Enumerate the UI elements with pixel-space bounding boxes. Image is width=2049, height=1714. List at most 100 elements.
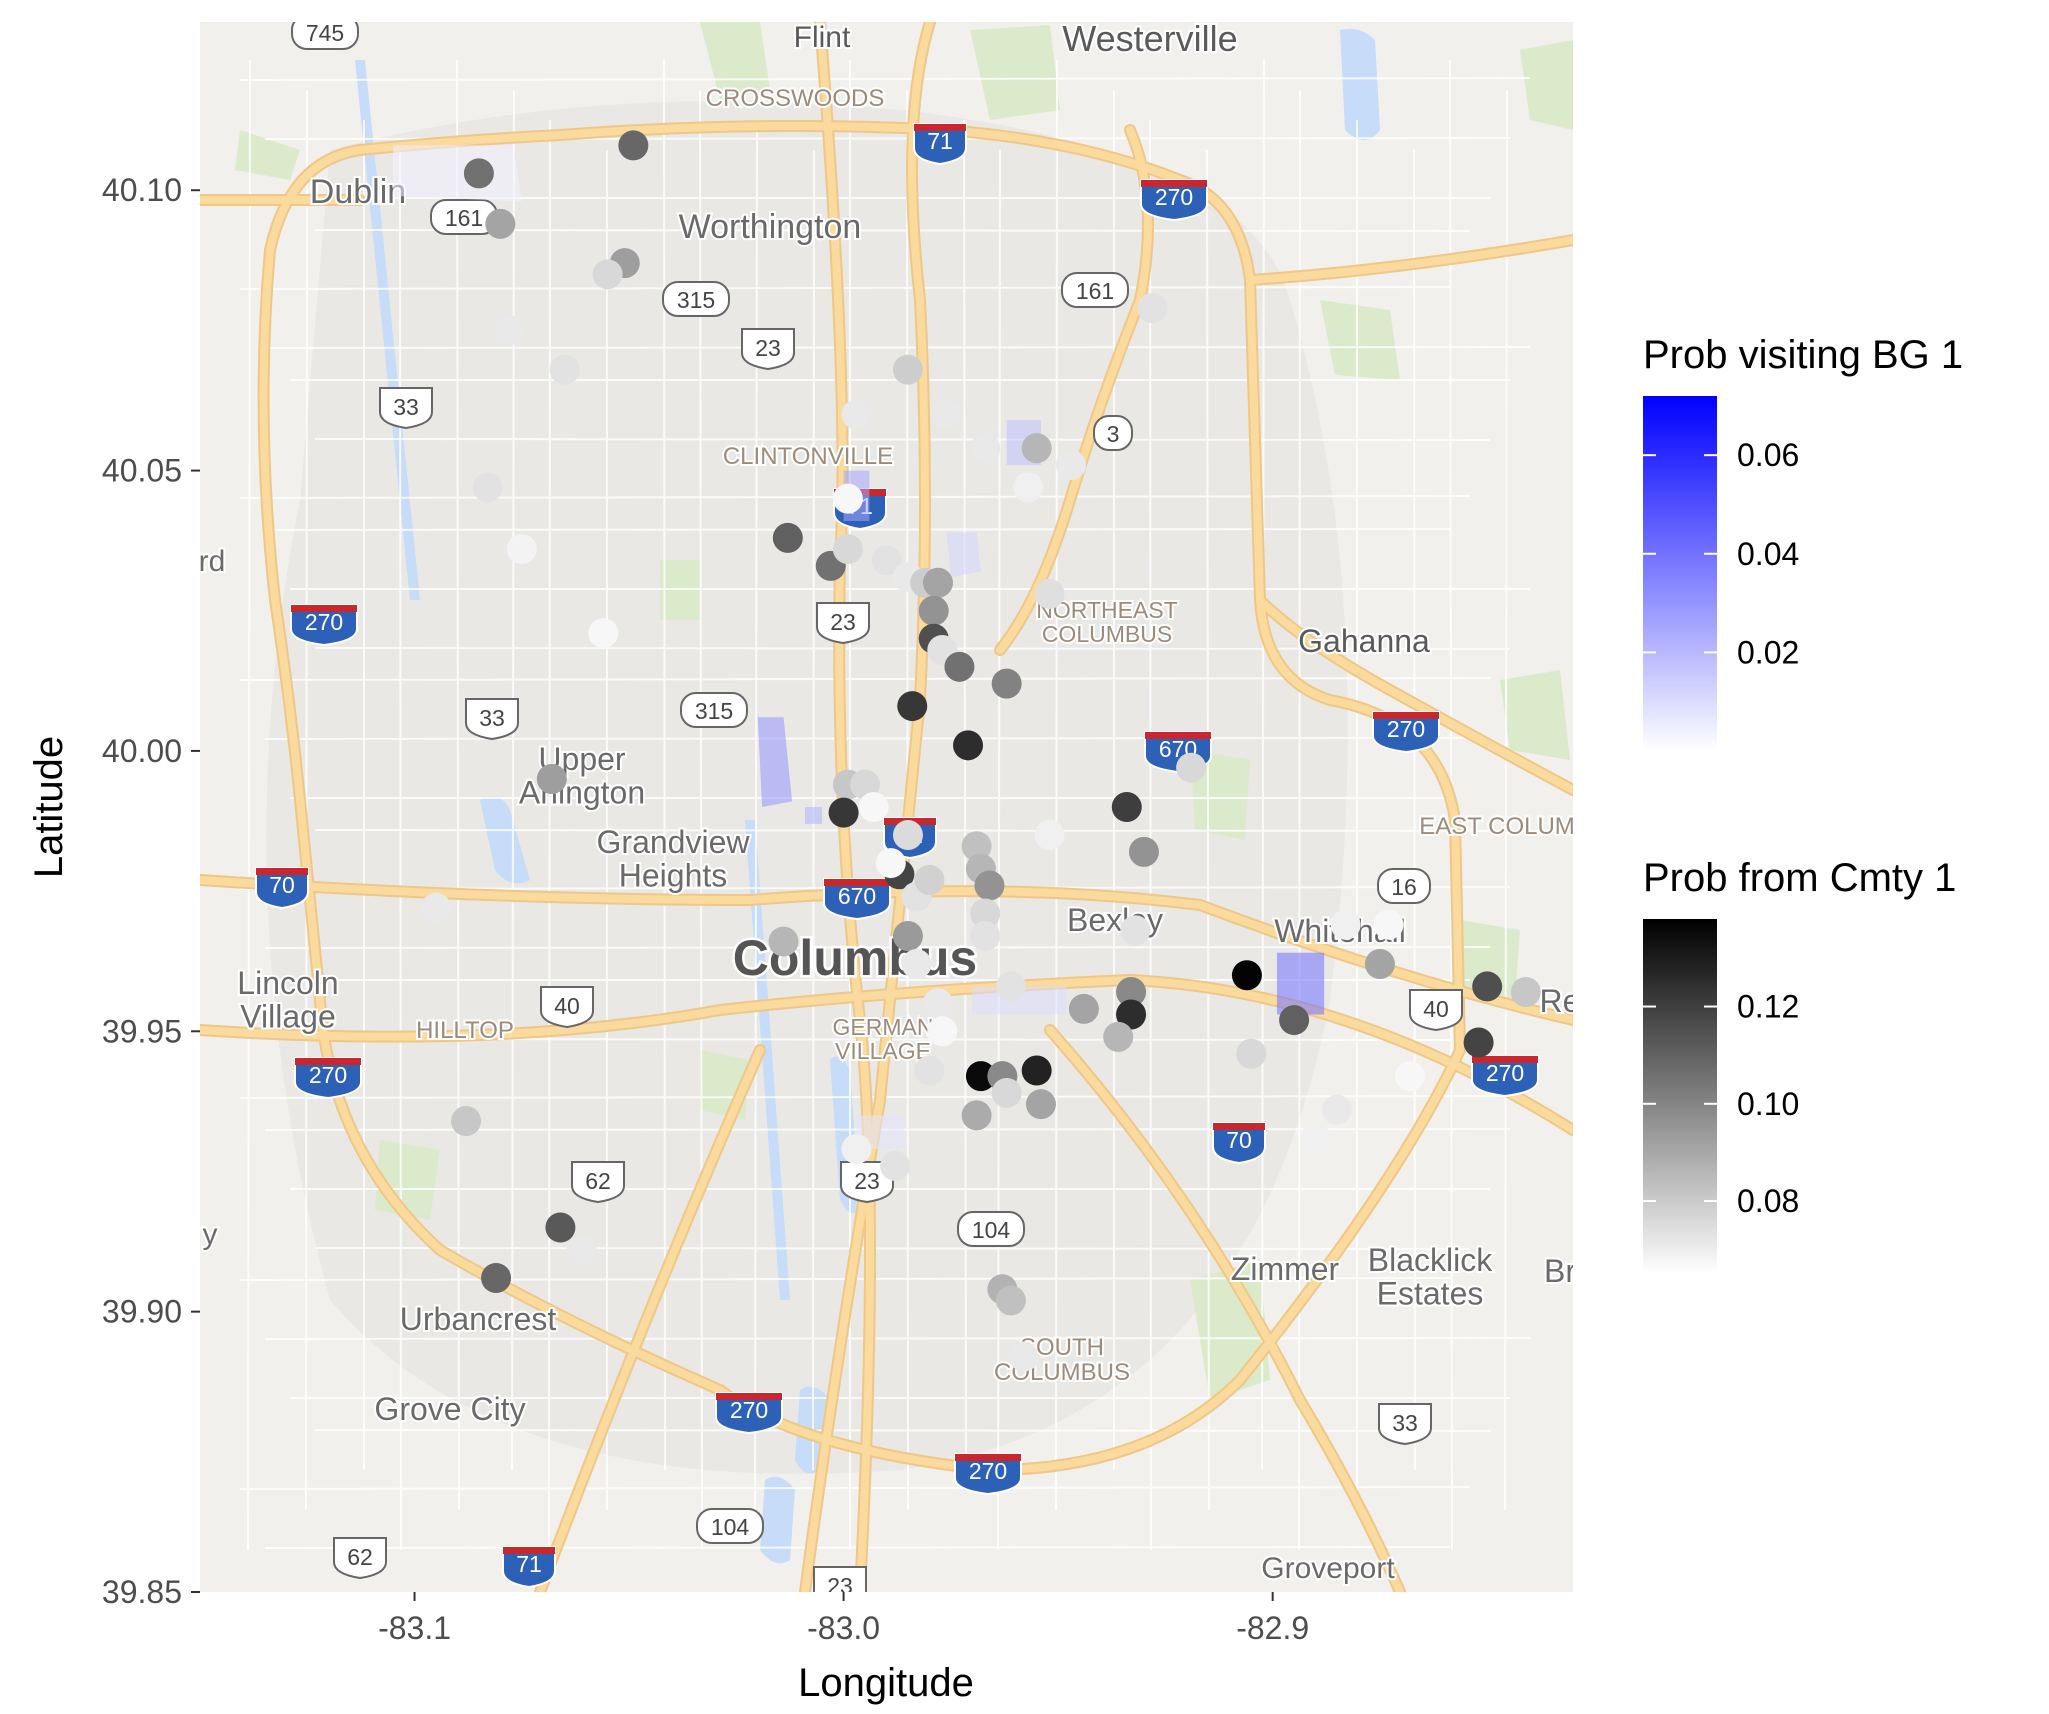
data-point[interactable]	[1068, 993, 1099, 1024]
block-group-bg-near-dublin[interactable]	[393, 145, 522, 202]
data-point[interactable]	[493, 315, 524, 346]
data-point[interactable]	[549, 354, 580, 385]
data-point[interactable]	[970, 433, 1001, 464]
data-point[interactable]	[832, 534, 863, 565]
block-group-bg-west-olentangy-small[interactable]	[804, 807, 823, 824]
data-point[interactable]	[1021, 1055, 1052, 1086]
data-point[interactable]	[506, 534, 537, 565]
data-point[interactable]	[1322, 1094, 1353, 1125]
data-point[interactable]	[1008, 1341, 1039, 1372]
data-point[interactable]	[995, 1285, 1026, 1316]
data-point[interactable]	[892, 820, 923, 851]
data-point[interactable]	[927, 1016, 958, 1047]
map-panel[interactable]: Flint Westerville CROSSWOODS Dublin Worthing…	[199, 15, 1581, 1607]
data-point[interactable]	[1013, 472, 1044, 503]
data-point[interactable]	[1510, 977, 1541, 1008]
block-group-bg-whitehall[interactable]	[1276, 952, 1325, 1015]
data-point[interactable]	[970, 920, 1001, 951]
data-point[interactable]	[592, 259, 623, 290]
us-route-shield-icon	[465, 698, 519, 741]
data-point[interactable]	[914, 1055, 945, 1086]
data-point[interactable]	[1137, 292, 1168, 323]
data-point[interactable]	[961, 1100, 992, 1131]
data-point[interactable]	[536, 763, 567, 794]
data-point[interactable]	[961, 831, 992, 862]
data-point[interactable]	[463, 158, 494, 189]
data-point[interactable]	[880, 1150, 911, 1181]
data-point[interactable]	[1330, 909, 1361, 940]
data-point[interactable]	[892, 920, 923, 951]
data-point[interactable]	[875, 848, 906, 879]
block-group-bg-downtown-east[interactable]	[972, 986, 1067, 1015]
data-point[interactable]	[1373, 909, 1404, 940]
data-point[interactable]	[1116, 999, 1147, 1030]
route-shield-r270e: 270	[1372, 711, 1440, 754]
data-point[interactable]	[1176, 752, 1207, 783]
route-shield-r161a: 161	[430, 199, 498, 235]
data-point[interactable]	[991, 668, 1022, 699]
data-point[interactable]	[1300, 1122, 1331, 1153]
data-point[interactable]	[974, 870, 1005, 901]
data-point[interactable]	[995, 971, 1026, 1002]
data-point[interactable]	[922, 988, 953, 1019]
place-labels: Flint Westerville CROSSWOODS Dublin Worthing…	[200, 21, 1573, 1587]
data-point[interactable]	[944, 651, 975, 682]
block-group-bg-north[interactable]	[946, 532, 981, 578]
data-point[interactable]	[897, 691, 928, 722]
data-point[interactable]	[545, 1212, 576, 1243]
data-point[interactable]	[914, 864, 945, 895]
data-point[interactable]	[841, 399, 872, 430]
data-point[interactable]	[451, 1106, 482, 1136]
data-point[interactable]	[588, 618, 619, 649]
route-shield-r33c: 33	[1378, 1403, 1432, 1446]
data-point[interactable]	[953, 730, 984, 761]
data-point[interactable]	[965, 1061, 996, 1092]
data-point[interactable]	[828, 797, 859, 828]
place-label-line: Dublin	[310, 173, 406, 211]
data-point[interactable]	[420, 892, 451, 923]
street-line	[239, 677, 1491, 681]
data-point[interactable]	[1034, 820, 1065, 851]
data-point[interactable]	[1463, 1027, 1494, 1058]
data-point[interactable]	[1116, 977, 1147, 1008]
data-point[interactable]	[472, 472, 503, 503]
data-point[interactable]	[918, 595, 949, 626]
data-point[interactable]	[1021, 433, 1052, 464]
data-point[interactable]	[1394, 1061, 1425, 1092]
place-label-line: Bexley	[1067, 902, 1163, 938]
data-point[interactable]	[485, 208, 516, 239]
data-point[interactable]	[1103, 1021, 1134, 1052]
street-line	[314, 1429, 1491, 1432]
data-point[interactable]	[768, 926, 799, 957]
data-point[interactable]	[892, 354, 923, 385]
data-point[interactable]	[1472, 971, 1503, 1002]
data-point[interactable]	[772, 522, 803, 553]
place-label-line: y	[203, 1218, 218, 1251]
data-point[interactable]	[1236, 1038, 1267, 1069]
data-point[interactable]	[1364, 949, 1395, 979]
data-point[interactable]	[1025, 1089, 1056, 1120]
data-point[interactable]	[931, 399, 962, 430]
data-point[interactable]	[566, 1234, 597, 1265]
data-point[interactable]	[1055, 449, 1086, 480]
route-number: 71	[927, 128, 953, 154]
block-group-bg-west-olentangy[interactable]	[757, 717, 793, 807]
data-point[interactable]	[481, 1263, 512, 1293]
data-point[interactable]	[991, 1077, 1022, 1108]
place-label-flint: Flint	[794, 21, 851, 54]
data-point[interactable]	[1231, 960, 1262, 991]
data-point[interactable]	[970, 898, 1001, 929]
data-point[interactable]	[1111, 792, 1142, 822]
data-point[interactable]	[1034, 578, 1065, 609]
data-point[interactable]	[1279, 1005, 1310, 1036]
data-point[interactable]	[922, 567, 953, 598]
legend-ticks-prob-cmty: 0.08 0.10 0.12	[1643, 989, 1799, 1219]
data-point[interactable]	[871, 545, 902, 576]
data-point[interactable]	[1120, 915, 1151, 946]
data-point[interactable]	[618, 130, 649, 161]
data-point[interactable]	[858, 792, 889, 822]
data-point[interactable]	[832, 483, 863, 514]
data-point[interactable]	[901, 949, 932, 979]
data-point[interactable]	[1128, 836, 1159, 867]
data-point[interactable]	[841, 1134, 872, 1165]
